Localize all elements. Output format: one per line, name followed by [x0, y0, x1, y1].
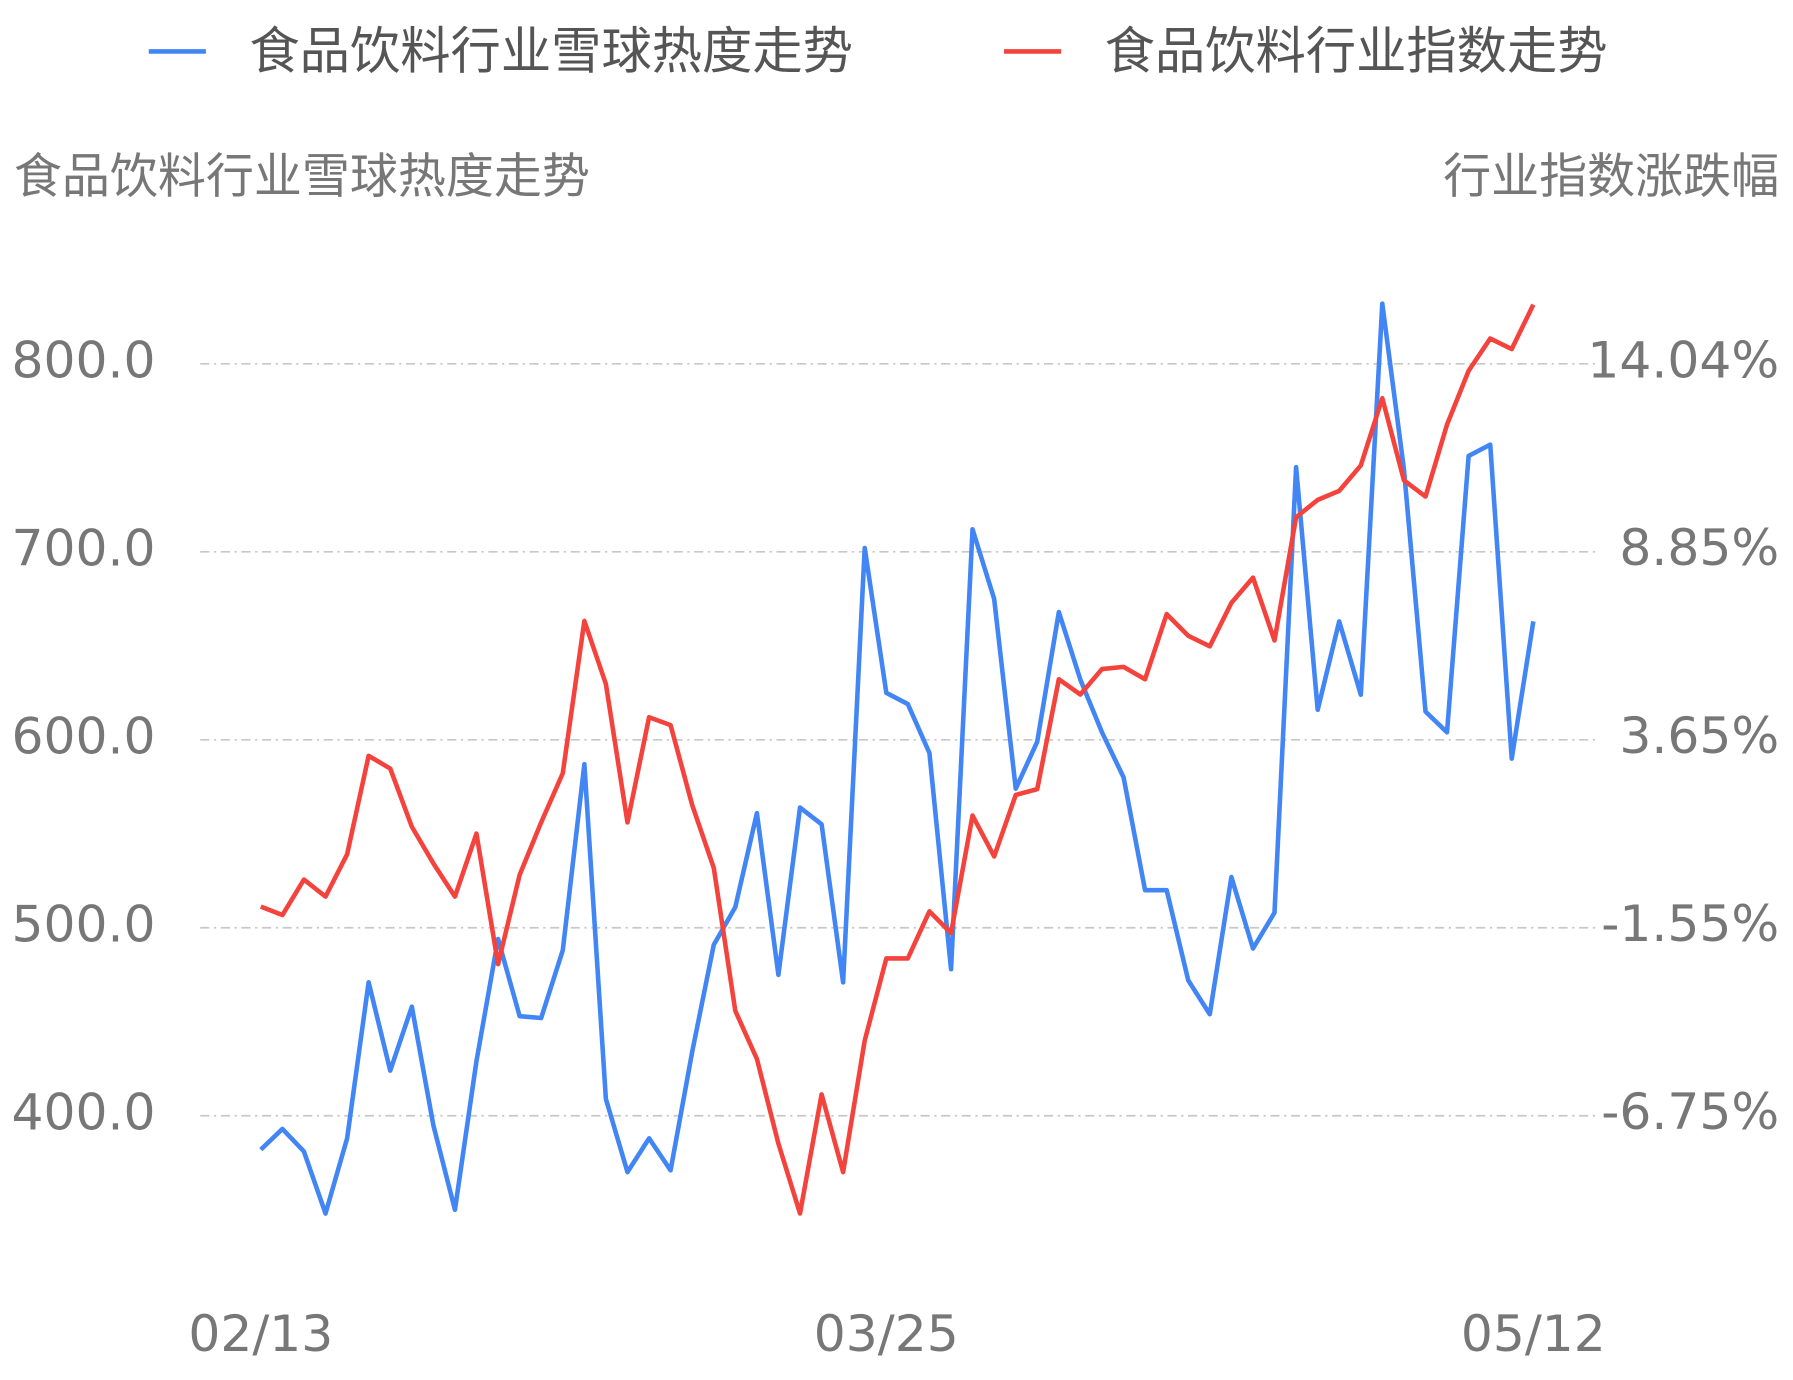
y-axis-title: 食品饮料行业雪球热度走势	[14, 149, 590, 205]
legend-label: 食品饮料行业雪球热度走势	[249, 21, 853, 80]
y2-tick-label: -6.75%	[1601, 1082, 1779, 1141]
legend-label: 食品饮料行业指数走势	[1105, 21, 1608, 80]
y-tick-label: 700.0	[12, 518, 156, 577]
y2-tick-label: -1.55%	[1601, 894, 1779, 953]
y2-axis-title: 行业指数涨跌幅	[1443, 149, 1779, 205]
y2-tick-label: 14.04%	[1587, 330, 1779, 389]
series-line	[259, 303, 1536, 1216]
series-line	[259, 301, 1536, 1216]
y-tick-label: 800.0	[12, 330, 156, 389]
y2-tick-label: 8.85%	[1619, 518, 1779, 577]
y2-tick-label: 3.65%	[1619, 706, 1779, 765]
x-tick-label: 03/25	[814, 1304, 959, 1363]
y-tick-label: 400.0	[12, 1082, 156, 1141]
y-tick-label: 600.0	[12, 706, 156, 765]
x-tick-label: 02/13	[188, 1304, 333, 1363]
x-tick-label: 05/12	[1461, 1304, 1606, 1363]
y-tick-label: 500.0	[12, 894, 156, 953]
